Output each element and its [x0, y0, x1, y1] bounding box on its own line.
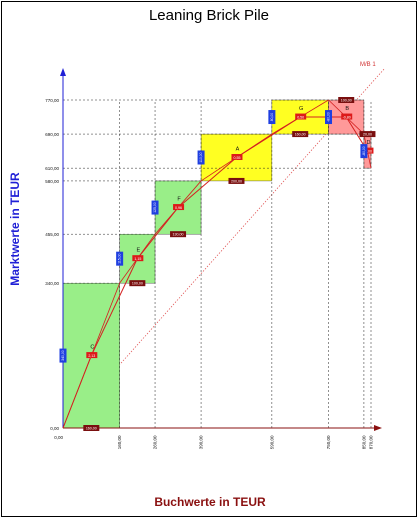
- height-badge-B: [325, 110, 333, 125]
- ratio-badge-C: [86, 352, 98, 359]
- diagonal-label: M/B 1: [360, 62, 376, 68]
- ratio-badge-E: [132, 255, 144, 262]
- width-label-G: 160,00: [295, 133, 306, 137]
- x-tick-label-390: 390,00: [199, 435, 204, 449]
- width-badge-G: [292, 131, 309, 138]
- ratio-label-C: 2,13: [88, 354, 95, 358]
- width-label-D: 20,00: [363, 133, 372, 137]
- chart-title: Leaning Brick Pile: [148, 7, 270, 24]
- x-tick-label-260: 260,00: [153, 435, 158, 449]
- y-tick-label-770: 770,00: [45, 98, 59, 103]
- height-badge-D: [360, 144, 368, 159]
- height-label-B: -80,00: [327, 112, 331, 122]
- x-tick-label-850: 850,00: [361, 435, 366, 449]
- height-badge-G: [268, 110, 276, 125]
- height-badge-E: [116, 251, 124, 266]
- x-axis-arrow: [374, 425, 382, 431]
- width-badge-C: [83, 425, 100, 431]
- ratio-label-G: 0,50: [297, 116, 304, 120]
- y-tick-label-580: 580,00: [45, 179, 59, 184]
- brick-name-E: E: [137, 248, 141, 254]
- ratio-label-B: -0,80: [343, 116, 351, 120]
- width-label-B: 100,00: [341, 99, 352, 103]
- height-badge-C: [59, 348, 67, 363]
- ratio-label-F: 0,96: [175, 206, 182, 210]
- ratio-badge-A: [231, 154, 243, 161]
- width-label-E: 100,00: [132, 282, 143, 286]
- x-tick-label-750: 750,00: [326, 435, 331, 449]
- width-badge-D: [359, 131, 376, 138]
- x-tick-label-160: 160,00: [117, 435, 122, 449]
- width-badge-F: [170, 231, 187, 238]
- height-label-C: 340,00: [61, 350, 65, 360]
- ratio-label-D: -4,00: [364, 150, 372, 154]
- height-badge-F: [151, 200, 159, 215]
- width-label-F: 130,00: [173, 233, 184, 237]
- ratio-label-E: 1,15: [134, 257, 141, 261]
- x-tick-label-870: 870,00: [369, 435, 374, 449]
- height-label-E: 115,00: [118, 254, 122, 264]
- brick-name-B: B: [345, 106, 349, 112]
- width-label-C: 160,00: [86, 427, 97, 431]
- cumulative-line: [62, 116, 368, 429]
- ratio-badge-G: [295, 113, 307, 120]
- width-badge-E: [129, 280, 146, 287]
- brick-name-A: A: [236, 147, 240, 153]
- height-label-G: 80,00: [270, 113, 274, 122]
- y-tick-label-610: 610,00: [45, 166, 59, 171]
- y-tick-label-455: 455,00: [45, 232, 59, 237]
- width-badge-A: [228, 177, 245, 184]
- height-label-A: 110,00: [199, 152, 203, 162]
- y-tick-label-0: 0,00: [50, 426, 59, 431]
- brick-name-G: G: [299, 106, 303, 112]
- y-axis-arrow: [60, 68, 66, 76]
- x-axis-title: Buchwerte in TEUR: [154, 495, 266, 509]
- ratio-badge-D: [362, 147, 374, 154]
- x-tick-label-590: 590,00: [269, 435, 274, 449]
- brick-name-D: D: [366, 140, 370, 146]
- height-label-D: -80,00: [362, 146, 366, 156]
- ratio-badge-B: [341, 113, 353, 120]
- brick-name-C: C: [90, 345, 94, 351]
- width-label-A: 200,00: [231, 179, 242, 183]
- ratio-label-A: 0,55: [233, 156, 240, 160]
- width-badge-B: [338, 97, 355, 103]
- height-label-F: 125,00: [153, 202, 157, 212]
- x-tick-label-0: 0,00: [54, 435, 63, 440]
- y-tick-label-340: 340,00: [45, 281, 59, 286]
- ratio-badge-F: [173, 204, 185, 211]
- y-tick-label-690: 690,00: [45, 132, 59, 137]
- height-badge-A: [197, 150, 205, 165]
- brick-name-F: F: [177, 197, 181, 203]
